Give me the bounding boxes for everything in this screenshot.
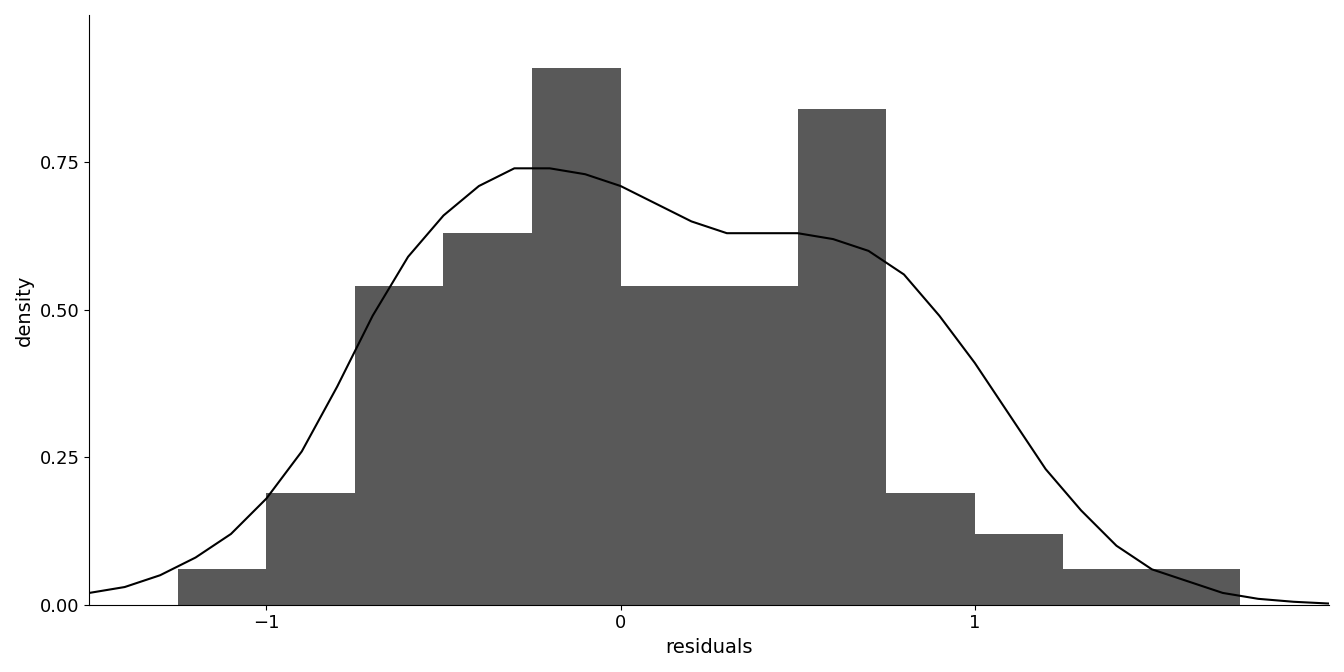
Bar [1152, 569, 1241, 605]
Y-axis label: density: density [15, 274, 34, 345]
Bar [798, 110, 886, 605]
Bar [621, 286, 710, 605]
X-axis label: residuals: residuals [665, 638, 753, 657]
Bar [266, 493, 355, 605]
Bar [444, 233, 532, 605]
Bar [532, 68, 621, 605]
Bar [886, 493, 974, 605]
Bar [1063, 569, 1152, 605]
Bar [177, 569, 266, 605]
Bar [355, 286, 444, 605]
Bar [710, 286, 798, 605]
Bar [974, 534, 1063, 605]
